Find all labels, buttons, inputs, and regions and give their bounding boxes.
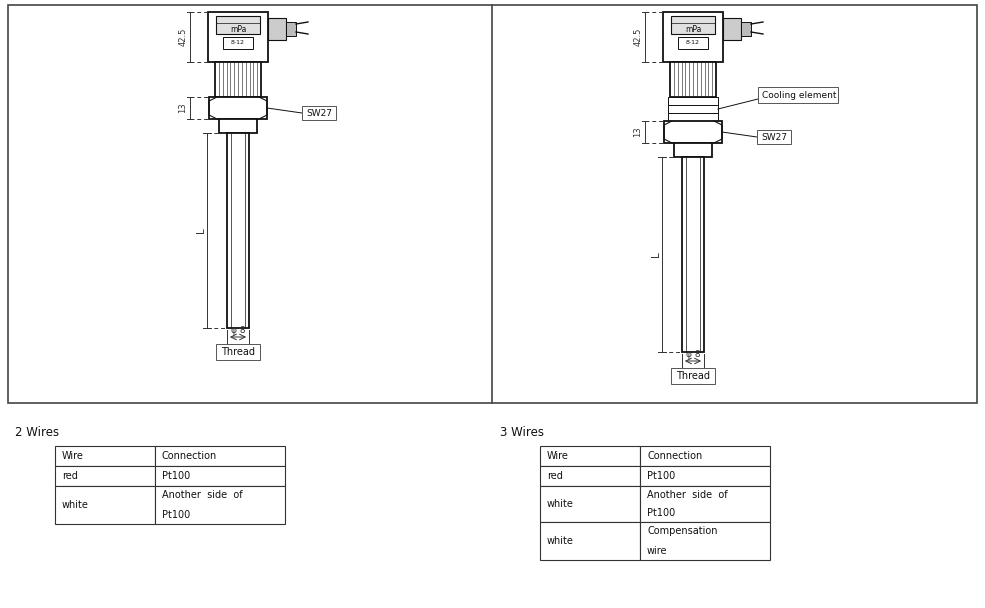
- Bar: [216, 344, 260, 360]
- Text: 8-12: 8-12: [686, 41, 700, 46]
- Bar: [757, 130, 791, 144]
- Bar: [223, 37, 253, 49]
- Bar: [215, 62, 261, 97]
- Text: Wire: Wire: [547, 451, 569, 461]
- Text: red: red: [62, 471, 78, 481]
- Bar: [302, 106, 336, 120]
- Bar: [8, 5, 977, 403]
- Text: Compensation: Compensation: [647, 527, 717, 536]
- Text: 8-12: 8-12: [231, 41, 245, 46]
- Text: 42.5: 42.5: [178, 28, 187, 46]
- Bar: [155, 446, 285, 466]
- Bar: [268, 18, 286, 40]
- Text: Thread: Thread: [221, 347, 255, 357]
- Bar: [286, 22, 296, 36]
- Text: 3 Wires: 3 Wires: [500, 426, 544, 439]
- Bar: [55, 486, 155, 524]
- Text: Pt100: Pt100: [647, 508, 676, 518]
- Bar: [540, 486, 640, 522]
- Text: 42.5: 42.5: [633, 28, 642, 46]
- Bar: [540, 522, 640, 560]
- Bar: [55, 466, 155, 486]
- Bar: [671, 368, 715, 384]
- Text: white: white: [547, 499, 574, 509]
- Text: Connection: Connection: [647, 451, 702, 461]
- Text: Another  side  of: Another side of: [162, 491, 242, 500]
- Bar: [668, 113, 718, 121]
- Text: Wire: Wire: [62, 451, 84, 461]
- Text: L: L: [196, 227, 206, 233]
- Text: red: red: [547, 471, 562, 481]
- Text: mPa: mPa: [685, 24, 701, 33]
- Text: mPa: mPa: [230, 24, 246, 33]
- Bar: [663, 12, 723, 62]
- Text: white: white: [62, 500, 89, 510]
- Bar: [640, 486, 770, 522]
- Bar: [671, 16, 715, 34]
- Bar: [219, 119, 257, 133]
- Bar: [682, 157, 704, 352]
- Bar: [668, 105, 718, 113]
- Bar: [208, 12, 268, 62]
- Bar: [540, 466, 640, 486]
- Bar: [674, 143, 712, 157]
- Text: Thread: Thread: [676, 371, 710, 381]
- Text: Cooling element: Cooling element: [762, 91, 836, 100]
- Bar: [668, 97, 718, 105]
- Text: SW27: SW27: [761, 133, 787, 142]
- Text: Pt100: Pt100: [162, 510, 190, 519]
- Bar: [216, 16, 260, 34]
- Bar: [155, 486, 285, 524]
- Text: Pt100: Pt100: [162, 471, 190, 481]
- Text: 13: 13: [178, 103, 187, 113]
- Text: 2 Wires: 2 Wires: [15, 426, 59, 439]
- Text: Pt100: Pt100: [647, 471, 676, 481]
- Bar: [55, 446, 155, 466]
- Text: Connection: Connection: [162, 451, 218, 461]
- Text: wire: wire: [647, 545, 668, 556]
- Bar: [227, 133, 249, 328]
- Bar: [723, 18, 741, 40]
- Text: 13: 13: [633, 126, 642, 137]
- Text: white: white: [547, 536, 574, 546]
- Text: φ 8: φ 8: [230, 326, 245, 335]
- Bar: [540, 446, 640, 466]
- Bar: [670, 62, 716, 97]
- Text: SW27: SW27: [306, 108, 332, 117]
- Bar: [640, 522, 770, 560]
- Bar: [640, 446, 770, 466]
- Text: L: L: [651, 252, 661, 257]
- Text: Another  side  of: Another side of: [647, 490, 728, 500]
- Text: φ 8: φ 8: [686, 350, 700, 359]
- Bar: [640, 466, 770, 486]
- Bar: [678, 37, 708, 49]
- Bar: [155, 466, 285, 486]
- Bar: [664, 121, 722, 143]
- Bar: [209, 97, 267, 119]
- Bar: [758, 87, 838, 103]
- Bar: [741, 22, 751, 36]
